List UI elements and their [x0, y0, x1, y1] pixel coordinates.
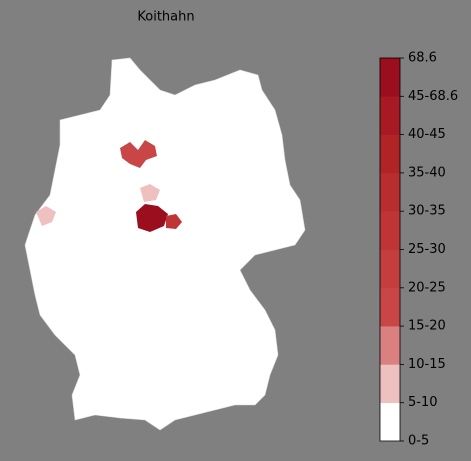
- colorbar-label: 25-30: [408, 242, 446, 257]
- colorbar-segment: [380, 134, 400, 174]
- colorbar-label: 35-40: [408, 165, 446, 180]
- colorbar-label: 20-25: [408, 280, 446, 295]
- colorbar-label: 5-10: [408, 395, 438, 410]
- germany-map: [24, 57, 306, 431]
- district-region: [120, 140, 157, 168]
- colorbar-label: 30-35: [408, 204, 446, 219]
- colorbar-label: 40-45: [408, 127, 446, 142]
- district-region: [36, 206, 56, 226]
- colorbar-segment: [380, 287, 400, 327]
- colorbar-segment: [380, 326, 400, 365]
- district-region: [140, 184, 160, 202]
- country-outline: [24, 57, 306, 431]
- colorbar: 0-5 5-10 10-15 15-20 20-25 25-30 30-35 35-40 40-…: [379, 51, 458, 449]
- colorbar-label: 68.6: [408, 51, 437, 66]
- colorbar-segment: [380, 96, 400, 135]
- colorbar-segment: [380, 172, 400, 212]
- district-region: [166, 214, 182, 229]
- map-title: Koithahn: [137, 10, 194, 25]
- colorbar-segment: [380, 211, 400, 250]
- colorbar-segment: [380, 402, 400, 442]
- colorbar-label: 45-68.6: [408, 89, 458, 104]
- colorbar-segment: [380, 249, 400, 289]
- district-region: [136, 204, 168, 232]
- colorbar-segment: [380, 364, 400, 403]
- colorbar-label: 10-15: [408, 357, 446, 372]
- colorbar-label: 15-20: [408, 319, 446, 334]
- colorbar-segment: [380, 58, 400, 97]
- colorbar-label: 0-5: [408, 434, 429, 449]
